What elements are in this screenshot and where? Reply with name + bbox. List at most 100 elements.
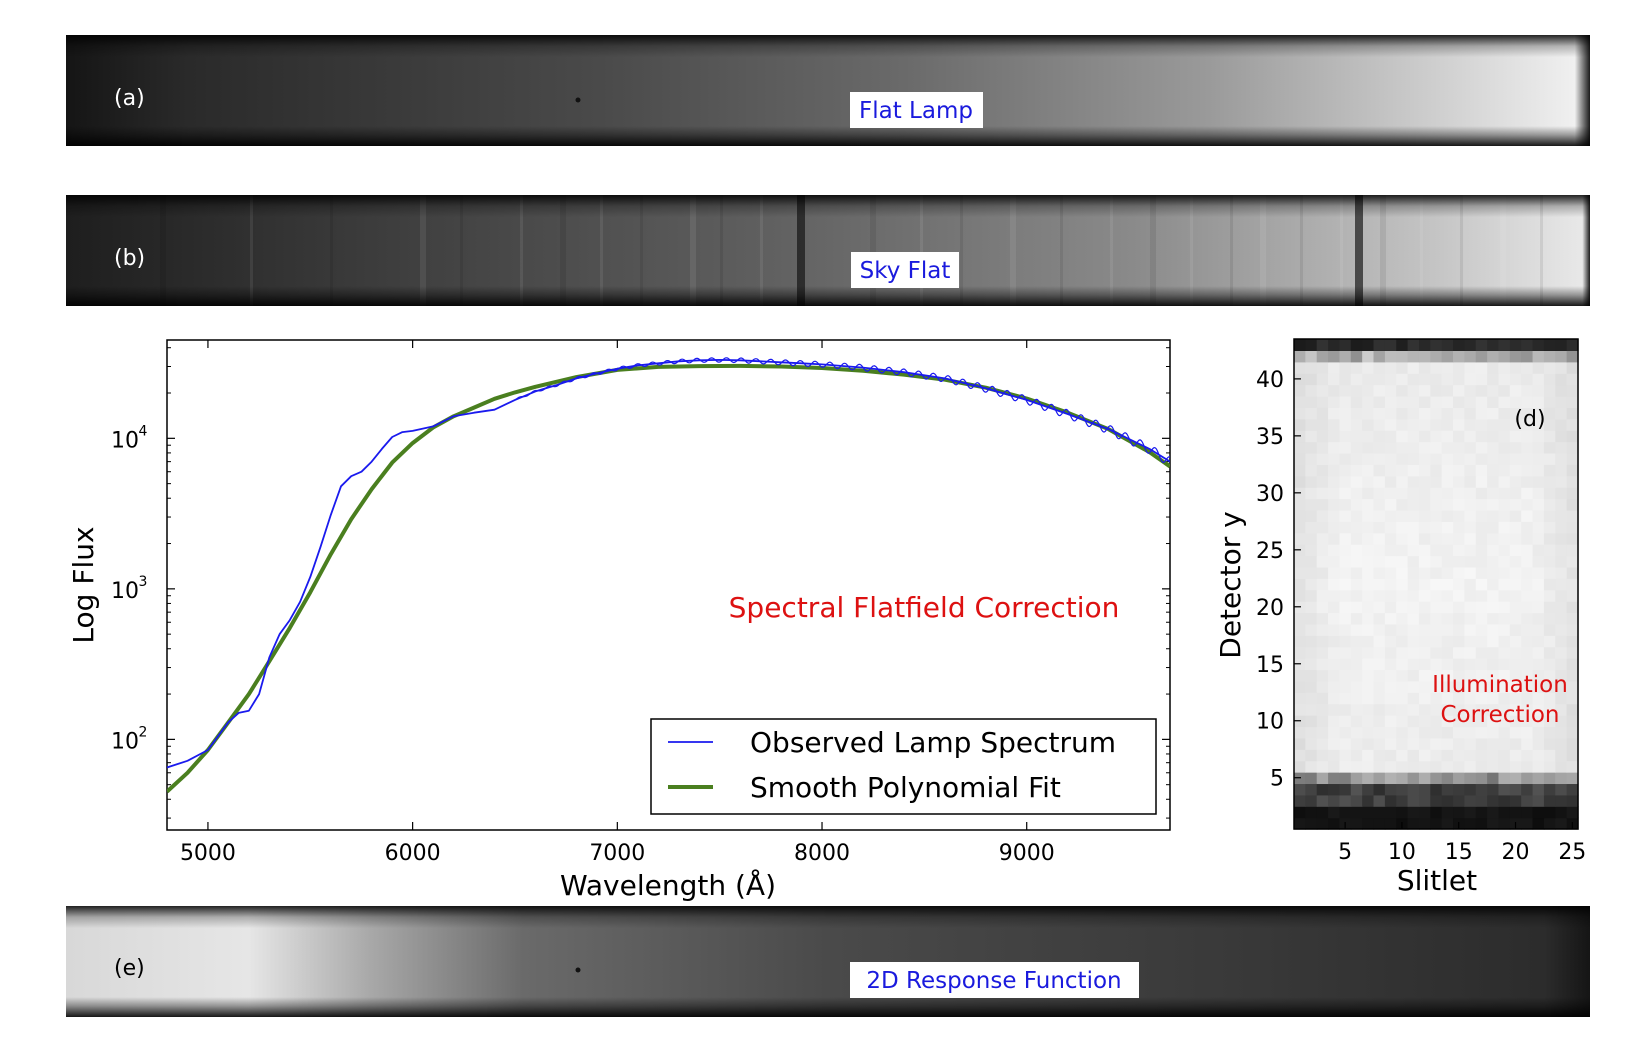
heatmap-cell (1362, 669, 1375, 682)
heatmap-cell (1464, 498, 1477, 511)
heatmap-cell (1316, 350, 1329, 363)
heatmap-cell (1566, 544, 1579, 557)
heatmap-cell (1373, 669, 1386, 682)
heatmap-cell (1498, 749, 1511, 762)
heatmap-cell (1316, 464, 1329, 477)
heatmap-cell (1418, 658, 1431, 671)
heatmap-cell (1294, 737, 1306, 750)
heatmap-cell (1316, 783, 1329, 796)
heatmap-cell (1453, 658, 1465, 671)
x-tick-label: 5000 (180, 841, 236, 866)
heatmap-cell (1328, 794, 1341, 807)
heatmap-cell (1441, 635, 1454, 648)
heatmap-cell (1407, 692, 1420, 705)
heatmap-cell (1453, 498, 1465, 511)
heatmap-cell (1475, 521, 1488, 534)
heatmap-cell (1316, 487, 1329, 500)
heatmap-cell (1566, 487, 1579, 500)
legend-label-observed: Observed Lamp Spectrum (750, 726, 1116, 759)
heatmap-cell (1418, 475, 1431, 488)
heatmap-cell (1316, 361, 1329, 374)
heatmap-cell (1453, 361, 1465, 374)
heatmap-cell (1339, 521, 1352, 534)
heatmap-cell (1487, 544, 1500, 557)
heatmap-cell (1464, 418, 1477, 431)
heatmap-cell (1328, 601, 1341, 614)
heatmap-cell (1441, 395, 1454, 408)
heatmap-cell (1328, 646, 1341, 659)
heatmap-cell (1350, 623, 1363, 636)
heatmap-cell (1464, 817, 1477, 830)
heatmap-cell (1328, 726, 1341, 739)
heatmap-cell (1475, 601, 1488, 614)
heatmap-cell (1350, 680, 1363, 693)
heatmap-cell (1453, 794, 1465, 807)
heatmap-cell (1555, 384, 1568, 397)
heatmap-cell (1418, 578, 1431, 591)
heatmap-cell (1521, 350, 1534, 363)
heatmap-cell (1384, 806, 1397, 819)
heatmap-cell (1521, 589, 1534, 602)
heatmap-cell (1430, 612, 1443, 625)
heatmap-cell (1475, 726, 1488, 739)
heatmap-cell (1509, 350, 1522, 363)
heatmap-cell (1566, 760, 1579, 773)
series-observed-fringes (514, 357, 1170, 464)
heatmap-cell (1384, 395, 1397, 408)
heatmap-cell (1407, 407, 1420, 420)
heatmap-cell (1453, 475, 1465, 488)
heatmap-cell (1498, 475, 1511, 488)
heatmap-x-tick-label: 10 (1388, 840, 1416, 865)
heatmap-cell (1532, 339, 1545, 351)
heatmap-cell (1509, 680, 1522, 693)
heatmap-cell (1407, 612, 1420, 625)
heatmap-cell (1396, 566, 1409, 579)
heatmap-cell (1407, 772, 1420, 785)
heatmap-cell (1521, 532, 1534, 545)
heatmap-cell (1498, 589, 1511, 602)
heatmap-cell (1543, 339, 1556, 351)
heatmap-cell (1475, 464, 1488, 477)
heatmap-cell (1487, 612, 1500, 625)
heatmap-cell (1328, 703, 1341, 716)
heatmap-cell (1521, 692, 1534, 705)
heatmap-cell (1532, 715, 1545, 728)
heatmap-cell (1430, 772, 1443, 785)
heatmap-cell (1384, 692, 1397, 705)
heatmap-cell (1555, 339, 1568, 351)
heatmap-cell (1305, 384, 1318, 397)
heatmap-cell (1543, 361, 1556, 374)
heatmap-cell (1430, 578, 1443, 591)
heatmap-cell (1509, 475, 1522, 488)
heatmap-cell (1509, 749, 1522, 762)
heatmap-cell (1475, 783, 1488, 796)
heatmap-cell (1566, 612, 1579, 625)
heatmap-cell (1498, 350, 1511, 363)
panel-b-label-box (851, 252, 959, 288)
heatmap-cell (1509, 806, 1522, 819)
heatmap-cell (1487, 441, 1500, 454)
heatmap-cell (1430, 555, 1443, 568)
heatmap-cell (1294, 806, 1306, 819)
heatmap-cell (1532, 555, 1545, 568)
heatmap-cell (1328, 487, 1341, 500)
heatmap-cell (1441, 760, 1454, 773)
heatmap-cell (1521, 430, 1534, 443)
heatmap-cell (1498, 601, 1511, 614)
heatmap-cell (1305, 737, 1318, 750)
heatmap-cell (1475, 578, 1488, 591)
heatmap-cell (1305, 498, 1318, 511)
heatmap-cell (1339, 692, 1352, 705)
heatmap-cell (1305, 464, 1318, 477)
heatmap-cell (1418, 646, 1431, 659)
heatmap-cell (1294, 794, 1306, 807)
heatmap-cell (1384, 612, 1397, 625)
heatmap-cell (1373, 452, 1386, 465)
heatmap-cell (1555, 623, 1568, 636)
heatmap-cell (1453, 749, 1465, 762)
heatmap-cell (1566, 373, 1579, 386)
heatmap-cell (1441, 430, 1454, 443)
heatmap-cell (1350, 418, 1363, 431)
heatmap-cell (1418, 361, 1431, 374)
heatmap-cell (1350, 612, 1363, 625)
